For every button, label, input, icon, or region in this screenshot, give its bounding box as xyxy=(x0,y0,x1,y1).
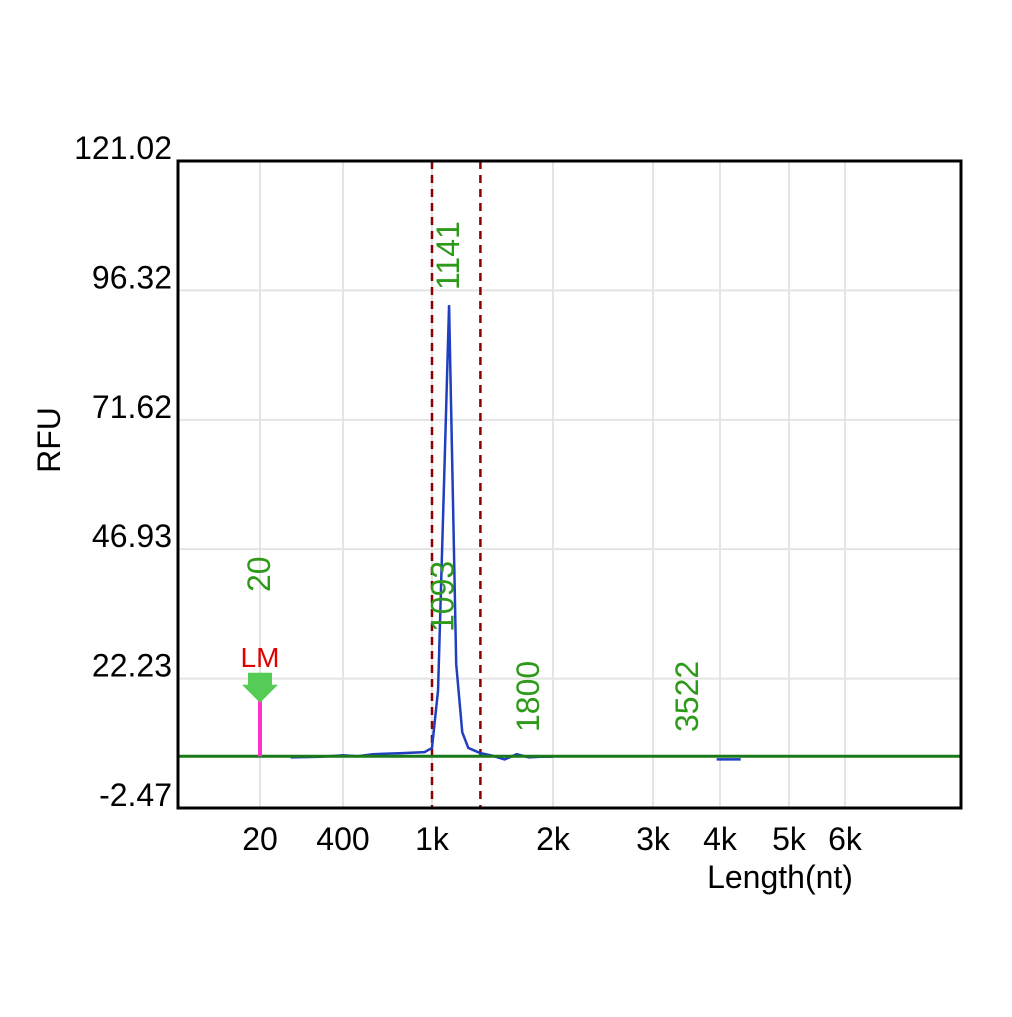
x-tick-label: 5k xyxy=(772,821,807,857)
y-axis-label: RFU xyxy=(31,407,67,473)
y-tick-label: 96.32 xyxy=(92,259,172,295)
y-tick-label: 22.23 xyxy=(92,648,172,684)
peak-label: 20 xyxy=(241,556,277,592)
marker-arrow xyxy=(242,672,278,703)
x-axis-label: Length(nt) xyxy=(707,859,853,895)
y-tick-label: -2.47 xyxy=(99,777,172,813)
x-tick-label: 3k xyxy=(636,821,671,857)
plot-frame xyxy=(176,159,963,810)
x-tick-label: 1k xyxy=(415,821,450,857)
y-tick-label: 46.93 xyxy=(92,518,172,554)
y-tick-label: 71.62 xyxy=(92,389,172,425)
marker-label: LM xyxy=(241,642,280,673)
x-tick-label: 6k xyxy=(828,821,863,857)
peak-label: 1800 xyxy=(510,661,546,732)
peak-label: 1093 xyxy=(424,561,460,632)
y-tick-label: 121.02 xyxy=(74,130,172,166)
x-tick-label: 4k xyxy=(703,821,738,857)
peak-label: 1141 xyxy=(430,221,466,290)
peak-label: 3522 xyxy=(669,661,705,732)
x-tick-label: 400 xyxy=(316,821,369,857)
x-tick-label: 20 xyxy=(242,821,278,857)
x-tick-label: 2k xyxy=(536,821,571,857)
